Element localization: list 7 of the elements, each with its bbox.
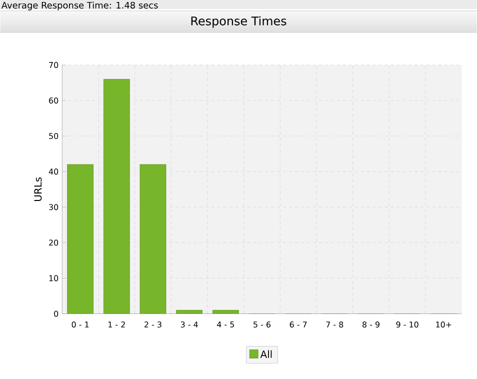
bar <box>140 164 166 314</box>
legend-label: All <box>260 350 272 358</box>
text: Average Response Time: 1.48 secs <box>1 2 158 10</box>
y-axis-title: URLs <box>34 178 42 202</box>
bar <box>103 79 130 314</box>
chart-title: Response Times <box>191 16 286 28</box>
bar <box>67 164 94 314</box>
